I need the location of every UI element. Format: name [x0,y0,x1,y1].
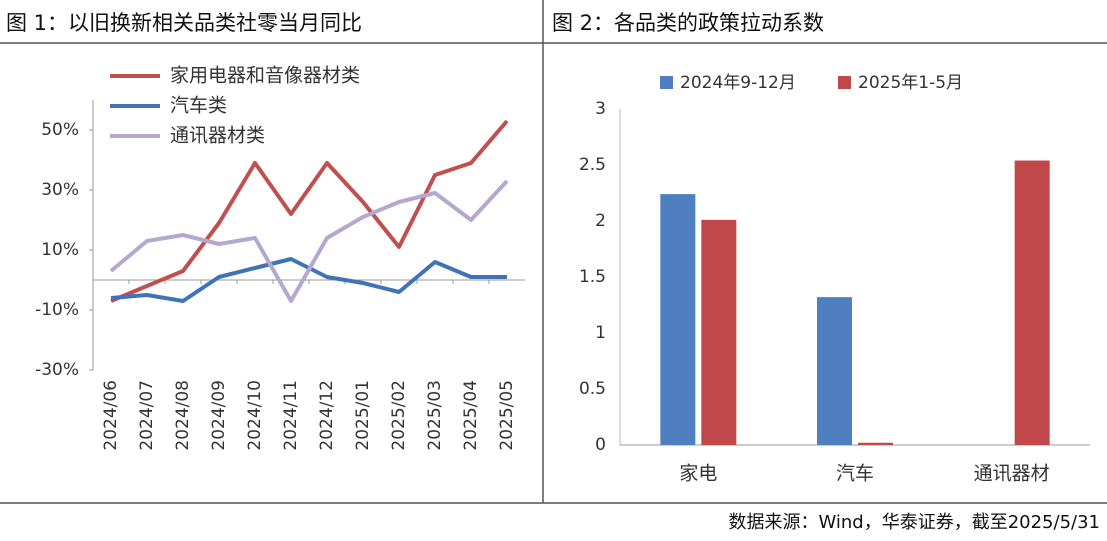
y-tick-label: -30% [35,360,79,380]
x-tick-label: 2025/04 [461,380,481,451]
chart-title: 图 2：各品类的政策拉动系数 [552,11,824,35]
series-line [109,179,509,303]
x-tick-label: 2024/10 [245,380,265,451]
bar [858,442,893,445]
bar [817,297,852,445]
chart-title: 图 1：以旧换新相关品类社零当月同比 [6,11,362,35]
x-tick-label: 2025/01 [353,380,373,451]
x-tick-label: 家电 [679,463,717,485]
legend-label: 2025年1-5月 [858,73,963,93]
y-tick-label: 50% [41,120,79,140]
x-tick-label: 2024/12 [317,380,337,451]
x-tick-label: 2024/08 [173,380,193,451]
bar [1014,160,1050,445]
y-tick-label: 10% [41,240,79,260]
x-tick-label: 汽车 [836,463,874,485]
legend-label: 通讯器材类 [170,125,265,147]
source-note: 数据来源：Wind，华泰证券，截至2025/5/31 [728,512,1100,533]
legend-swatch [838,76,851,89]
y-tick-label: 3 [595,99,606,119]
x-tick-label: 2025/03 [425,380,445,451]
y-tick-label: 2 [595,211,606,231]
y-tick-label: 1 [595,323,606,343]
legend-label: 家用电器和音像器材类 [170,65,360,87]
x-tick-label: 2024/07 [137,380,157,451]
x-tick-label: 通讯器材 [974,463,1050,485]
y-tick-label: 0.5 [579,379,606,399]
bar [660,194,696,445]
y-tick-label: 0 [595,435,606,455]
y-tick-label: 1.5 [579,267,606,287]
legend-label: 汽车类 [170,95,227,117]
y-tick-label: 2.5 [579,155,606,175]
x-tick-label: 2024/09 [209,380,229,451]
x-tick-label: 2024/06 [101,380,121,451]
y-tick-label: 30% [41,180,79,200]
x-tick-label: 2024/11 [281,380,301,451]
x-tick-label: 2025/02 [389,380,409,451]
legend-label: 2024年9-12月 [680,73,796,93]
series-line [110,119,509,303]
legend-swatch [660,76,673,89]
y-tick-label: -10% [35,300,79,320]
x-tick-label: 2025/05 [497,380,517,451]
bar [701,219,737,445]
